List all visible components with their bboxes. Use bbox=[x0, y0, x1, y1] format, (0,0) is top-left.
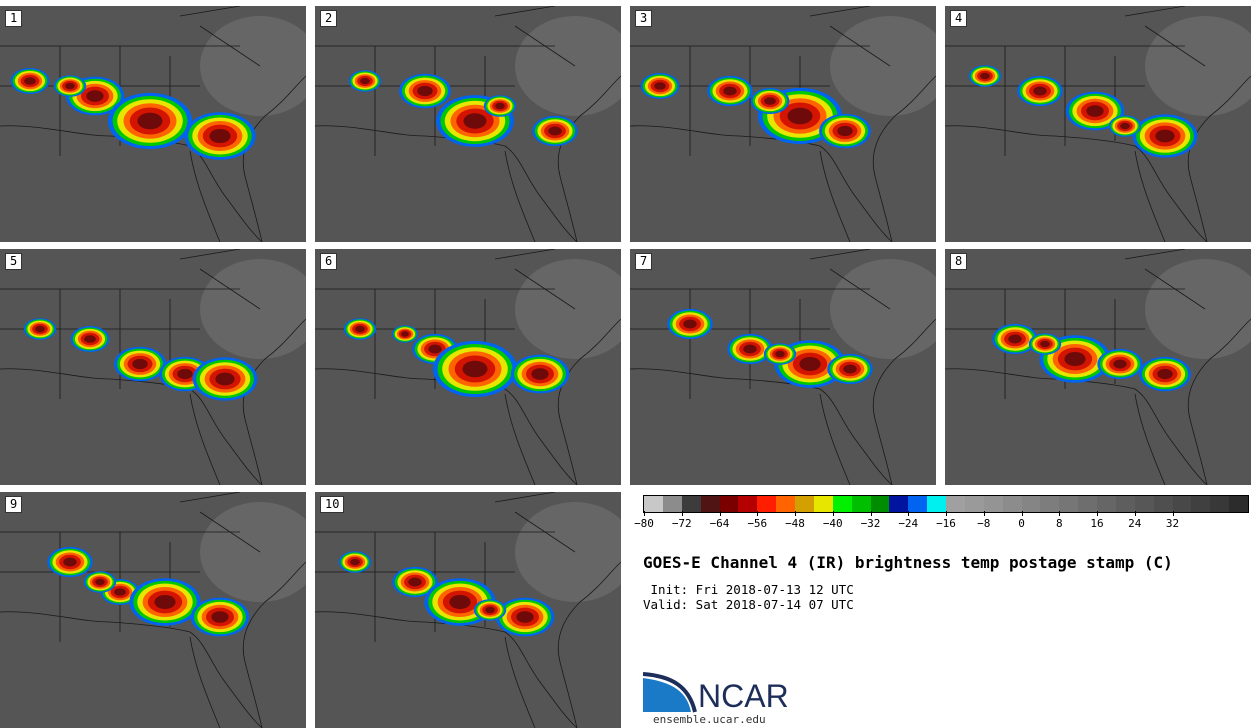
colorbar-segment bbox=[964, 496, 984, 512]
colorbar-tick-label: 8 bbox=[1055, 517, 1063, 530]
colorbar-tick bbox=[946, 511, 947, 516]
panel-number-label: 3 bbox=[635, 10, 653, 27]
colorbar-tick-label: −8 bbox=[977, 517, 991, 530]
logo-url: ensemble.ucar.edu bbox=[653, 713, 766, 726]
satellite-map bbox=[0, 6, 306, 242]
init-time: Init: Fri 2018-07-13 12 UTC bbox=[643, 582, 854, 597]
colorbar-tick-label: 0 bbox=[1018, 517, 1025, 530]
colorbar-segment bbox=[1078, 496, 1097, 512]
colorbar-segment bbox=[795, 496, 814, 512]
colorbar-segment bbox=[776, 496, 795, 512]
colorbar-tick-label: −64 bbox=[709, 517, 730, 530]
panel-number-label: 1 bbox=[5, 10, 23, 27]
colorbar-tick bbox=[1172, 511, 1174, 516]
satellite-map bbox=[945, 249, 1251, 485]
colorbar-segment bbox=[813, 496, 833, 512]
colorbar-segment bbox=[1229, 496, 1248, 512]
satellite-map bbox=[315, 6, 621, 242]
ensemble-member-panel-8: 8 bbox=[945, 249, 1251, 485]
colorbar-tick bbox=[1134, 511, 1136, 516]
colorbar-tick-label: −80 bbox=[634, 517, 654, 530]
colorbar-segment bbox=[908, 496, 928, 512]
satellite-map bbox=[315, 249, 621, 485]
colorbar-segment bbox=[681, 496, 701, 512]
colorbar-tick-label: −72 bbox=[671, 517, 692, 530]
ensemble-member-panel-1: 1 bbox=[0, 6, 306, 242]
satellite-map bbox=[630, 249, 936, 485]
valid-time: Valid: Sat 2018-07-14 07 UTC bbox=[643, 597, 854, 612]
colorbar-tick-label: −56 bbox=[747, 517, 768, 530]
colorbar-segment bbox=[1059, 496, 1079, 512]
colorbar-tick bbox=[908, 511, 910, 516]
panel-number-label: 6 bbox=[320, 253, 338, 270]
colorbar-tick bbox=[870, 511, 872, 516]
panel-number-label: 10 bbox=[320, 496, 345, 513]
satellite-map bbox=[0, 492, 306, 728]
colorbar-segment bbox=[757, 496, 777, 512]
logo-wordmark: NCAR bbox=[698, 678, 789, 714]
colorbar-segment bbox=[946, 496, 965, 512]
colorbar-tick-label: 32 bbox=[1165, 517, 1180, 530]
colorbar-segment bbox=[1210, 496, 1230, 512]
colorbar-tick-label: 16 bbox=[1090, 517, 1104, 530]
colorbar-segment bbox=[1021, 496, 1041, 512]
ensemble-member-panel-6: 6 bbox=[315, 249, 621, 485]
colorbar-tick-label: −24 bbox=[898, 517, 919, 530]
colorbar-segment bbox=[889, 496, 909, 512]
colorbar-segment bbox=[1040, 496, 1060, 512]
ensemble-member-panel-10: 10 bbox=[315, 492, 621, 728]
colorbar-tick bbox=[1097, 511, 1098, 516]
colorbar-segment bbox=[662, 496, 682, 512]
colorbar-segment bbox=[1153, 496, 1173, 512]
panel-number-label: 7 bbox=[635, 253, 653, 270]
colorbar-tick bbox=[719, 511, 721, 516]
colorbar-segment bbox=[1002, 496, 1022, 512]
colorbar-tick-label: 24 bbox=[1128, 517, 1142, 530]
colorbar-tick-label: −40 bbox=[822, 517, 843, 530]
colorbar-tick bbox=[1021, 511, 1023, 516]
colorbar-tick bbox=[644, 511, 645, 516]
ncar-logo-icon bbox=[643, 672, 697, 713]
panel-number-label: 9 bbox=[5, 496, 23, 513]
panel-number-label: 8 bbox=[950, 253, 968, 270]
colorbar-tick bbox=[681, 511, 683, 516]
colorbar-segment bbox=[1172, 496, 1192, 512]
ensemble-member-panel-9: 9 bbox=[0, 492, 306, 728]
colorbar-segment bbox=[1191, 496, 1211, 512]
ensemble-member-panel-7: 7 bbox=[630, 249, 936, 485]
panel-number-label: 5 bbox=[5, 253, 23, 270]
colorbar-segment bbox=[1115, 496, 1135, 512]
colorbar-tick bbox=[832, 511, 834, 516]
colorbar-tick bbox=[983, 511, 985, 516]
colorbar-tick bbox=[795, 511, 796, 516]
satellite-map bbox=[630, 6, 936, 242]
colorbar-segment bbox=[832, 496, 852, 512]
ensemble-member-panel-2: 2 bbox=[315, 6, 621, 242]
satellite-map bbox=[315, 492, 621, 728]
satellite-map bbox=[945, 6, 1251, 242]
colorbar-tick bbox=[757, 511, 759, 516]
colorbar-segment bbox=[700, 496, 720, 512]
colorbar-segment bbox=[983, 496, 1003, 512]
colorbar-segment bbox=[1097, 496, 1116, 512]
panel-number-label: 4 bbox=[950, 10, 968, 27]
colorbar-segment bbox=[851, 496, 871, 512]
colorbar-tick bbox=[1059, 511, 1061, 516]
colorbar-segment bbox=[738, 496, 758, 512]
colorbar-segment bbox=[870, 496, 890, 512]
colorbar-segment bbox=[927, 496, 946, 512]
colorbar-ticks: −80 −72 −64 −56 −48 −40 −32 −24 −16 −8 0 8 16 24 32 bbox=[634, 511, 1249, 531]
colorbar-tick-label: −48 bbox=[785, 517, 805, 530]
colorbar-segment bbox=[1134, 496, 1154, 512]
ensemble-member-panel-3: 3 bbox=[630, 6, 936, 242]
colorbar-tick-label: −16 bbox=[936, 517, 956, 530]
colorbar-segment bbox=[644, 496, 663, 512]
panel-number-label: 2 bbox=[320, 10, 338, 27]
ensemble-member-panel-5: 5 bbox=[0, 249, 306, 485]
colorbar-segment bbox=[719, 496, 739, 512]
colorbar-tick-label: −32 bbox=[860, 517, 881, 530]
ensemble-member-panel-4: 4 bbox=[945, 6, 1251, 242]
figure-title: GOES-E Channel 4 (IR) brightness temp po… bbox=[643, 553, 1173, 572]
satellite-map bbox=[0, 249, 306, 485]
